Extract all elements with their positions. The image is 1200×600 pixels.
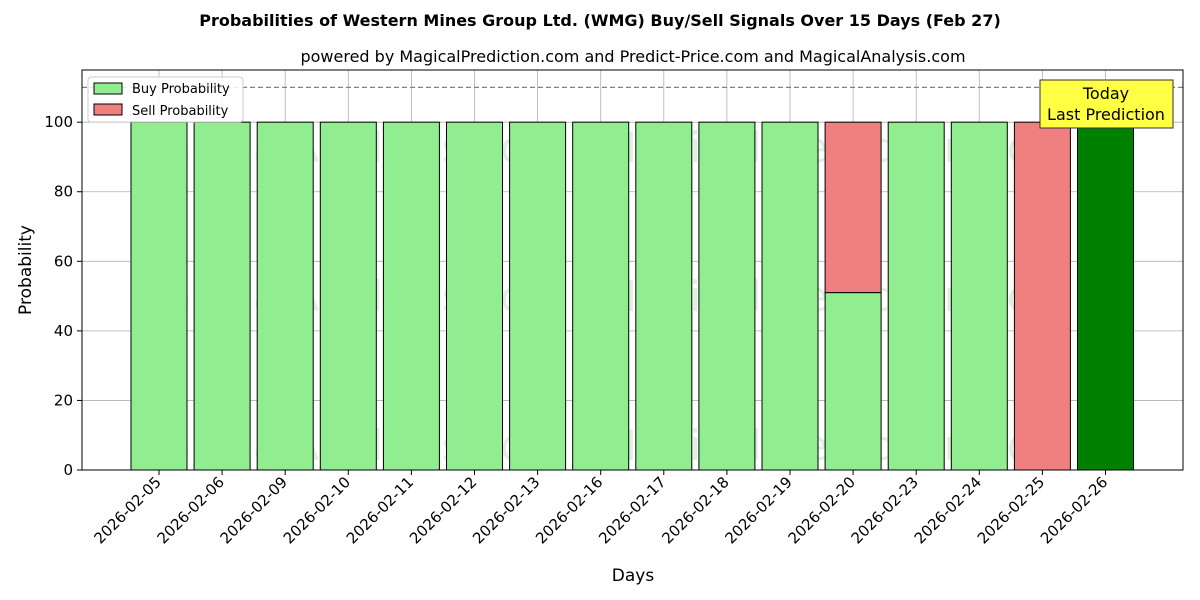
x-tick-label: 2026-02-23: [848, 473, 922, 547]
x-tick-label: 2026-02-11: [343, 473, 417, 547]
buy-bar: [635, 121, 693, 471]
sell-bar: [1013, 121, 1071, 471]
x-tick-label: 2026-02-26: [1037, 473, 1111, 547]
buy-bar: [256, 121, 314, 471]
y-tick-label: 40: [54, 322, 73, 340]
buy-bar: [698, 121, 756, 471]
buy-bar: [572, 121, 630, 471]
buy-bar: [130, 121, 188, 471]
today-annotation-box: [1039, 79, 1174, 129]
x-tick-label: 2026-02-25: [974, 473, 1048, 547]
x-tick-label: 2026-02-13: [469, 473, 543, 547]
today-annotation-line2: Last Prediction: [1047, 105, 1165, 124]
buy-bar: [509, 121, 567, 471]
legend-sell-swatch: [93, 103, 123, 116]
today-annotation-line1: Today: [1082, 84, 1129, 103]
buy-bar: [382, 121, 440, 471]
buy-bar: [950, 121, 1008, 471]
x-tick-label: 2026-02-10: [280, 473, 354, 547]
buy-bar: [193, 121, 251, 471]
legend-buy-label: Buy Probability: [132, 82, 230, 97]
x-tick-label: 2026-02-19: [721, 473, 795, 547]
legend: Buy Probability Sell Probability: [87, 76, 244, 123]
x-axis-ticks: 2026-02-052026-02-062026-02-092026-02-10…: [90, 470, 1111, 547]
y-tick-label: 20: [54, 391, 73, 409]
y-tick-label: 80: [54, 183, 73, 201]
buy-bar: [1077, 121, 1134, 471]
x-axis-label: Days: [612, 566, 655, 586]
x-tick-label: 2026-02-24: [911, 473, 985, 547]
x-tick-label: 2026-02-12: [406, 473, 480, 547]
x-tick-label: 2026-02-18: [658, 473, 732, 547]
buy-bar: [761, 121, 819, 471]
today-annotation: Today Last Prediction: [1039, 79, 1174, 129]
x-tick-label: 2026-02-09: [217, 473, 291, 547]
y-tick-label: 100: [44, 113, 73, 131]
y-tick-label: 0: [63, 461, 73, 479]
buy-bar: [887, 121, 945, 471]
chart-title: Probabilities of Western Mines Group Ltd…: [199, 11, 1001, 30]
buy-bar: [446, 121, 503, 471]
plot-frame: [81, 69, 1184, 471]
y-tick-label: 60: [54, 252, 73, 270]
x-tick-label: 2026-02-05: [90, 473, 164, 547]
legend-box: [87, 76, 244, 123]
legend-sell-label: Sell Probability: [132, 104, 229, 119]
y-axis-ticks: 0 20 40 60 80 100: [44, 113, 82, 479]
x-tick-label: 2026-02-06: [154, 473, 228, 547]
sell-bar: [824, 121, 882, 294]
bars: [130, 121, 1134, 471]
chart-subtitle: powered by MagicalPrediction.com and Pre…: [300, 47, 965, 66]
x-tick-label: 2026-02-20: [785, 473, 859, 547]
buy-bar: [319, 121, 377, 471]
buy-bar: [824, 292, 882, 471]
x-tick-label: 2026-02-16: [532, 473, 606, 547]
y-axis-label: Probability: [16, 225, 36, 315]
legend-buy-swatch: [93, 82, 123, 95]
x-tick-label: 2026-02-17: [595, 473, 669, 547]
